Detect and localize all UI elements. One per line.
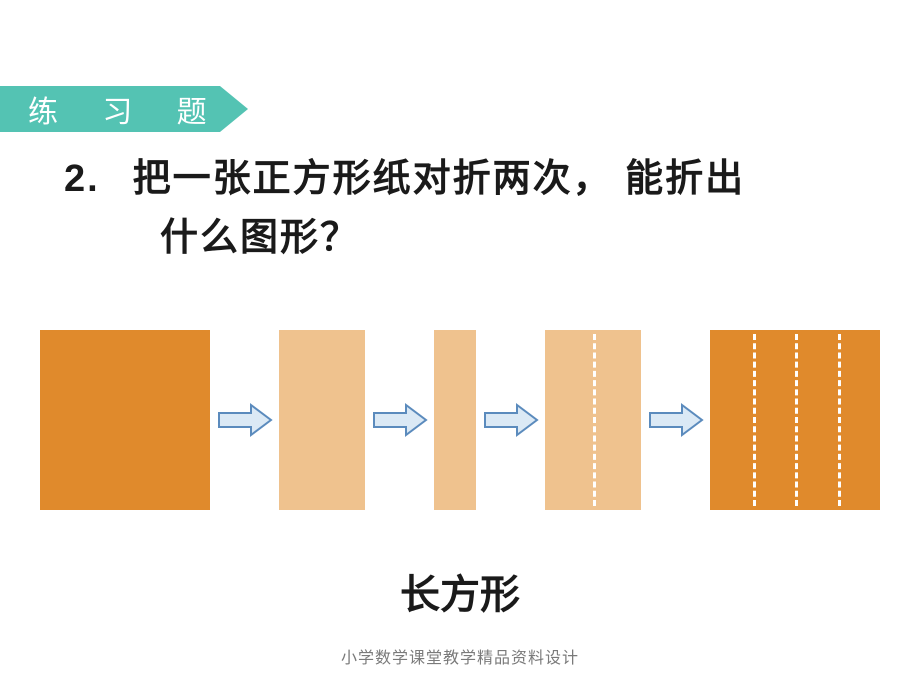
question-number: 2. xyxy=(64,150,120,209)
banner: 练 习 题 xyxy=(0,86,225,132)
arrow-icon xyxy=(648,403,704,437)
shape-square-original xyxy=(40,330,210,510)
fold-line xyxy=(593,334,596,506)
shape-strip-half-unfolded xyxy=(545,330,641,510)
banner-label: 练 习 题 xyxy=(0,87,225,131)
fold-line xyxy=(753,334,756,506)
answer-text: 长方形 xyxy=(0,562,920,620)
fold-line xyxy=(795,334,798,506)
arrow-icon xyxy=(483,403,539,437)
shape-strip-quarter xyxy=(434,330,476,510)
fold-line xyxy=(838,334,841,506)
question-line1: 把一张正方形纸对折两次， 能折出 xyxy=(133,158,746,200)
shape-square-unfolded xyxy=(710,330,880,510)
shape-strip-half xyxy=(279,330,365,510)
question: 2. 把一张正方形纸对折两次， 能折出 什么图形？ xyxy=(64,150,880,268)
footer-text: 小学数学课堂教学精品资料设计 xyxy=(0,644,920,668)
arrow-icon xyxy=(217,403,273,437)
question-line2: 什么图形？ xyxy=(160,209,880,268)
diagram-row xyxy=(40,330,880,510)
arrow-icon xyxy=(372,403,428,437)
